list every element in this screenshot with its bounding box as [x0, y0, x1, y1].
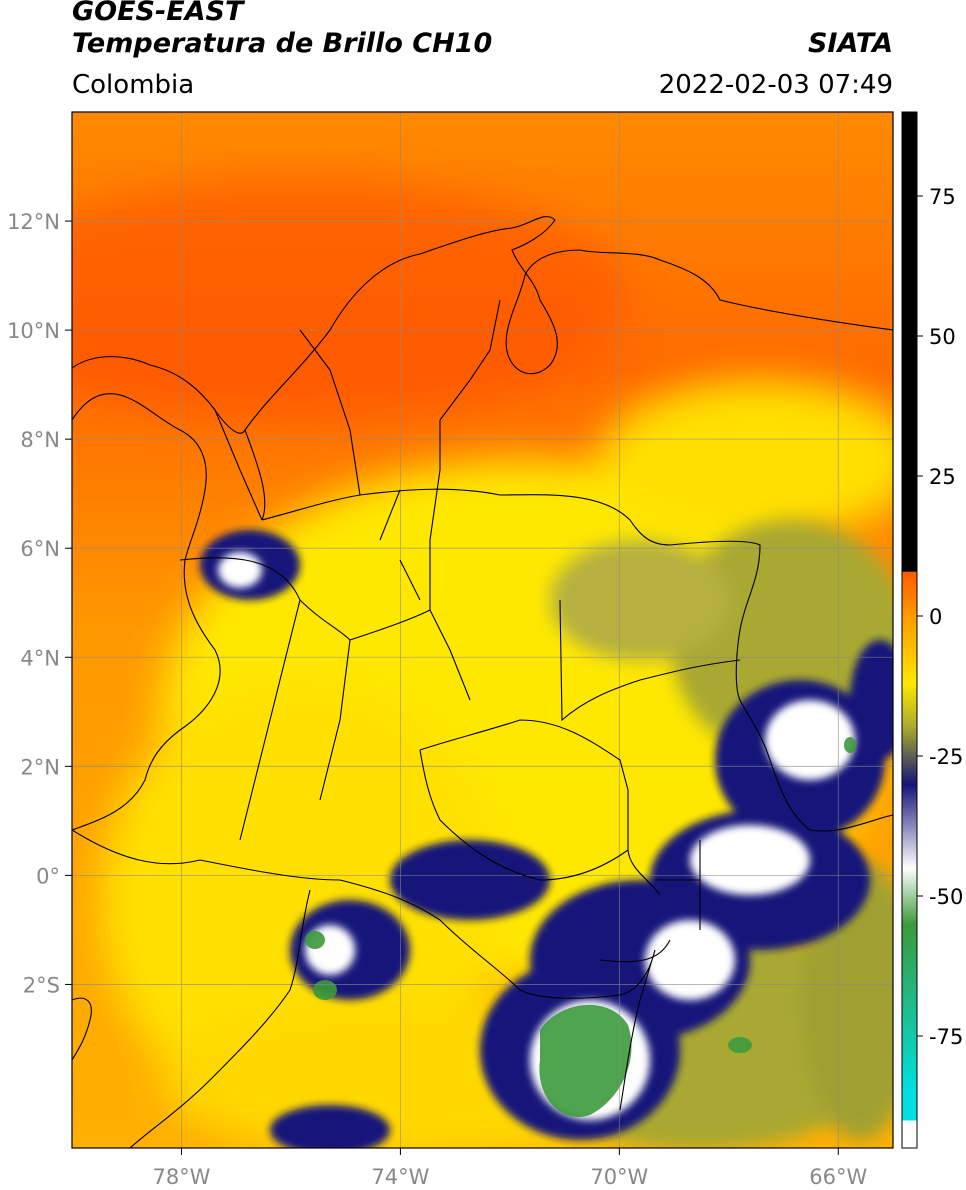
lat-tick-label: 2°S [23, 973, 60, 997]
brightness-temperature-field [72, 112, 893, 1148]
lat-tick-label: 10°N [7, 319, 60, 343]
colorbar: 75 50 25 0 -25 -50 -75 [901, 111, 963, 1149]
colorbar-segment [902, 112, 917, 572]
colorbar-tick-label: -75 [929, 1025, 963, 1049]
agency-label: SIATA [807, 28, 893, 59]
colorbar-tick-label: -25 [929, 745, 963, 769]
longitude-axis: 78°W 74°W 70°W 66°W [152, 1148, 867, 1189]
colorbar-tick-label: 0 [929, 605, 942, 629]
lat-tick-label: 8°N [20, 428, 60, 452]
colorbar-tick-label: 25 [929, 465, 956, 489]
colorbar-segment [902, 683, 917, 729]
lon-tick-label: 66°W [809, 1165, 867, 1189]
datetime-label: 2022-02-03 07:49 [658, 70, 893, 100]
lat-tick-label: 6°N [20, 537, 60, 561]
product-title: Temperatura de Brillo CH10 [72, 28, 493, 59]
map-frame [71, 111, 894, 1149]
colorbar-segment [902, 1092, 917, 1121]
colorbar-segment [902, 868, 917, 925]
colorbar-tick-label: 50 [929, 325, 956, 349]
colorbar-segment [902, 1120, 917, 1149]
lat-tick-label: 0° [36, 864, 60, 888]
graticule-lines [72, 112, 893, 1148]
region-label: Colombia [72, 70, 195, 100]
colorbar-tick-label: -50 [929, 885, 963, 909]
latitude-axis: 12°N 10°N 8°N 6°N 4°N 2°N 0° 2°S [7, 210, 72, 997]
lon-tick-label: 70°W [590, 1165, 648, 1189]
lon-tick-label: 78°W [152, 1165, 210, 1189]
lat-tick-label: 2°N [20, 755, 60, 779]
colorbar-segment [902, 728, 917, 785]
satellite-title: GOES-EAST [72, 0, 244, 27]
lat-tick-label: 12°N [7, 210, 60, 234]
colorbar-segment [902, 924, 917, 1093]
colorbar-segment [902, 571, 917, 617]
coastlines-and-borders [72, 216, 893, 1148]
lon-tick-label: 74°W [371, 1165, 429, 1189]
colorbar-segment [902, 616, 917, 684]
lat-tick-label: 4°N [20, 646, 60, 670]
colorbar-segment [902, 784, 917, 869]
colorbar-tick-label: 75 [929, 185, 956, 209]
colorbar-frame [901, 111, 918, 1149]
